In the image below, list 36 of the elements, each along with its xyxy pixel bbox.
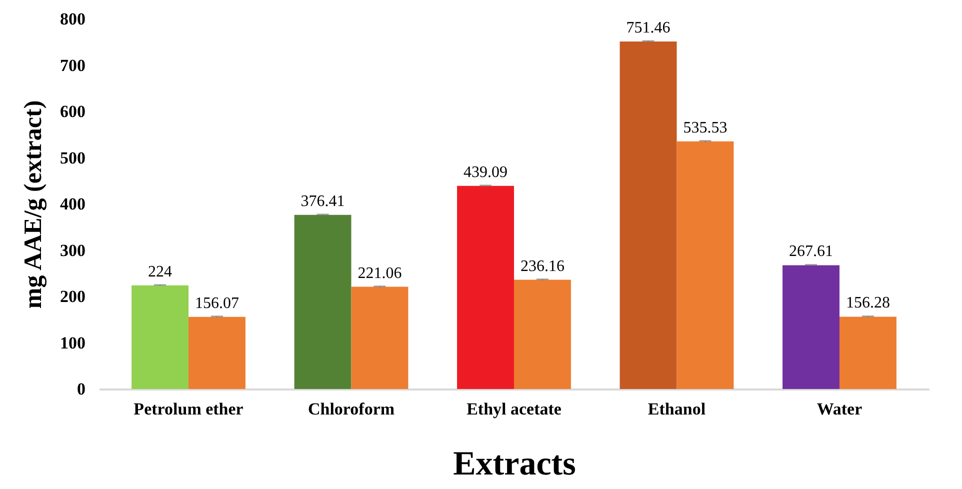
y-tick-label: 100 <box>60 333 86 352</box>
x-tick-label: Chloroform <box>308 400 395 418</box>
x-axis-title: Extracts <box>453 446 576 482</box>
x-tick-label: Ethyl acetate <box>466 400 562 418</box>
bar <box>457 186 514 389</box>
y-axis-title: mg AAE/g (extract) <box>20 100 47 309</box>
bar <box>839 316 896 389</box>
data-label: 751.46 <box>626 19 670 36</box>
data-label: 535.53 <box>683 119 728 136</box>
bar <box>188 316 246 389</box>
y-tick-label: 400 <box>60 194 86 214</box>
y-tick-label: 500 <box>60 148 86 168</box>
bar <box>782 265 840 389</box>
data-label: 376.41 <box>300 192 345 210</box>
data-label: 267.61 <box>789 243 834 260</box>
data-label: 236.16 <box>520 258 564 275</box>
y-tick-label: 600 <box>60 102 86 121</box>
data-label: 156.28 <box>846 294 890 312</box>
data-label: 156.07 <box>194 294 239 312</box>
bar <box>620 41 677 389</box>
bar <box>676 141 734 389</box>
x-tick-label: Water <box>816 400 863 418</box>
y-tick-label: 700 <box>60 56 86 75</box>
x-tick-label: Petrolum ether <box>134 400 244 418</box>
data-label: 224 <box>148 263 172 280</box>
y-tick-label: 300 <box>60 240 86 260</box>
y-tick-label: 800 <box>60 10 86 28</box>
data-label: 439.09 <box>464 164 508 181</box>
x-tick-label: Ethanol <box>648 400 706 418</box>
y-tick-label: 200 <box>60 287 86 306</box>
bar <box>351 286 408 389</box>
y-tick-label: 0 <box>77 380 86 398</box>
bar <box>132 285 189 389</box>
bar <box>514 280 571 389</box>
data-label: 221.06 <box>358 264 402 282</box>
bar <box>294 214 352 389</box>
